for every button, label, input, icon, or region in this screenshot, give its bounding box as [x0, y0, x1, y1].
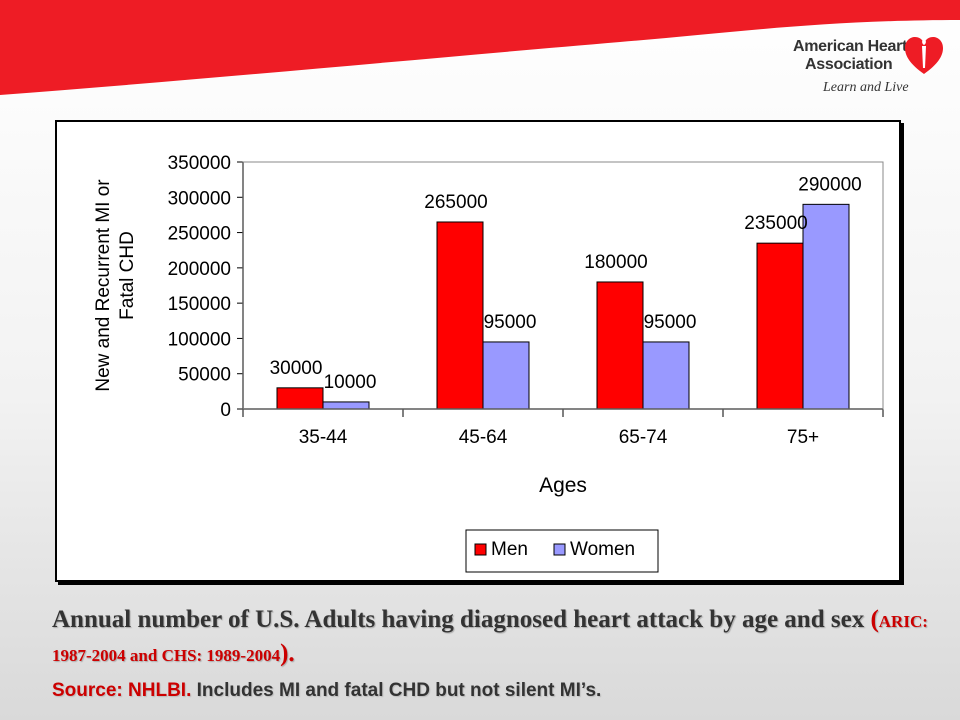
bar-women: [802, 203, 850, 410]
data-label-men: 235000: [744, 213, 807, 234]
bar-men: [276, 387, 324, 410]
data-label-women: 10000: [324, 372, 377, 393]
data-label-men: 30000: [270, 358, 323, 379]
y-axis-title-line2: Fatal CHD: [117, 231, 138, 320]
y-tick-label: 0: [220, 400, 231, 421]
plot-area-frame: [242, 161, 884, 410]
x-tick-label: 45-64: [459, 427, 508, 448]
logo-tagline: Learn and Live: [823, 80, 909, 95]
legend: Men Women: [465, 529, 659, 573]
data-label-women: 290000: [798, 174, 861, 195]
bar-men: [436, 221, 484, 410]
x-tick-label: 35-44: [299, 427, 348, 448]
logo-org-line2: Association: [805, 56, 893, 73]
caption-paren-open: (: [870, 606, 879, 633]
y-tick-label: 50000: [178, 365, 231, 386]
source-text: Includes MI and fatal CHD but not silent…: [191, 680, 602, 701]
y-tick-label: 200000: [168, 259, 231, 280]
legend-label-women: Women: [570, 539, 635, 560]
aha-logo: American Heart Association Learn and Liv…: [785, 30, 955, 105]
data-label-men: 265000: [424, 192, 487, 213]
logo-org-line1: American Heart: [793, 38, 908, 55]
y-axis-title-line1: New and Recurrent MI or: [93, 179, 114, 392]
data-label-women: 95000: [644, 312, 697, 333]
heart-torch-icon: [905, 37, 943, 74]
bar-women: [322, 401, 370, 410]
legend-swatch-women: [553, 543, 566, 556]
bar-women: [642, 341, 690, 410]
data-label-women: 95000: [484, 312, 537, 333]
legend-swatch-men: [474, 543, 487, 556]
x-axis-title: Ages: [539, 474, 587, 497]
x-tick-label: 65-74: [619, 427, 668, 448]
header-red-band: [0, 0, 960, 95]
y-tick-label: 350000: [168, 153, 231, 174]
data-label-men: 180000: [584, 252, 647, 273]
bar-women: [482, 341, 530, 410]
legend-label-men: Men: [491, 539, 528, 560]
caption-paren-close: ).: [280, 640, 295, 667]
source-note: Source: NHLBI. Includes MI and fatal CHD…: [52, 680, 952, 702]
chart-panel: 0 50000 100000 150000 200000 250000 300000 3500…: [55, 120, 901, 582]
bar-men: [596, 281, 644, 410]
caption-main: Annual number of U.S. Adults having diag…: [52, 606, 871, 633]
caption-citation: ARIC: 1987-2004 and CHS: 1989-2004: [52, 612, 928, 665]
y-tick-label: 250000: [168, 224, 231, 245]
y-tick-label: 300000: [168, 188, 231, 209]
bar-men: [756, 242, 804, 410]
bar-chart: 0 50000 100000 150000 200000 250000 300000 3500…: [93, 153, 884, 573]
source-label: Source: NHLBI.: [52, 680, 192, 701]
chart-caption: Annual number of U.S. Adults having diag…: [52, 604, 952, 672]
x-tick-label: 75+: [787, 427, 819, 448]
y-tick-label: 150000: [168, 294, 231, 315]
y-tick-label: 100000: [168, 329, 231, 350]
